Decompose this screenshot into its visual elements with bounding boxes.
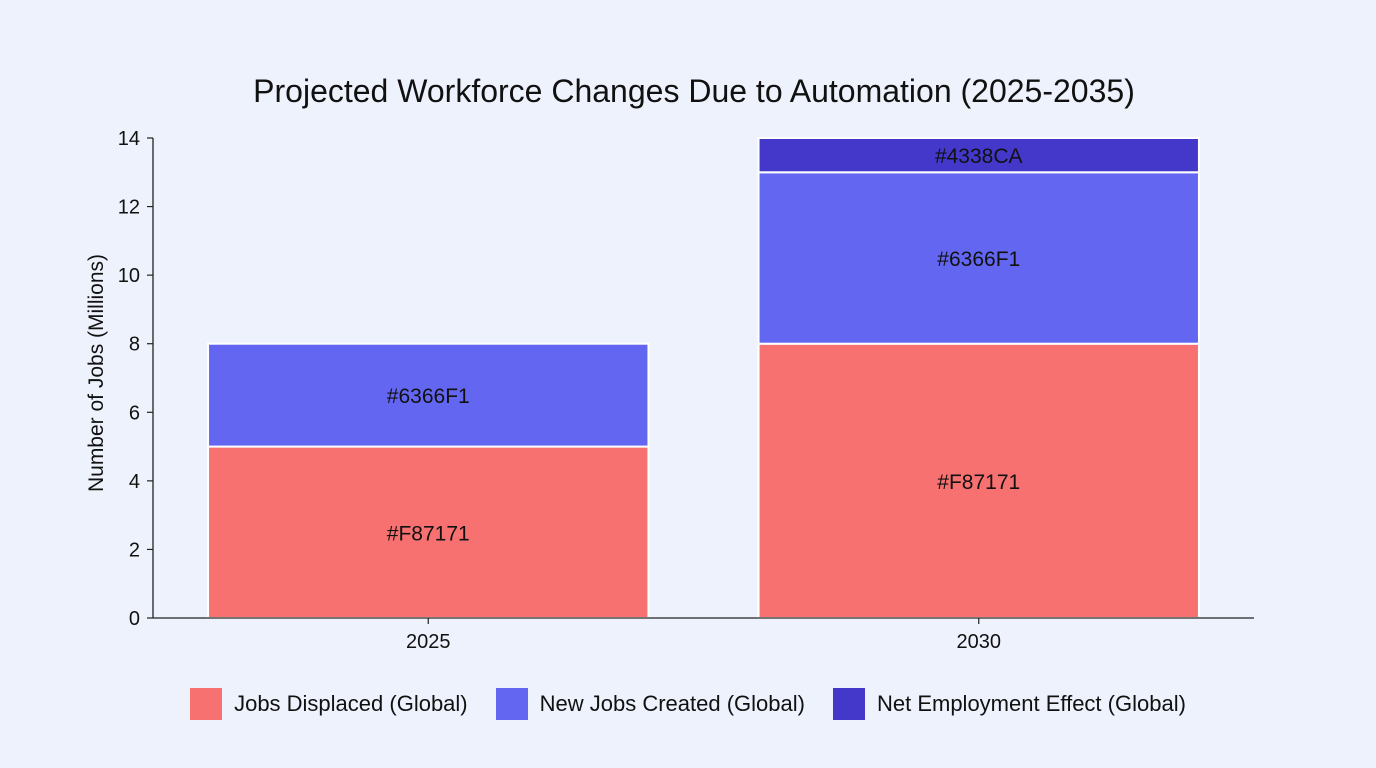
legend-label: Jobs Displaced (Global) (234, 691, 468, 716)
legend: Jobs Displaced (Global) New Jobs Created … (0, 688, 1376, 720)
bar-segment (207, 342, 650, 448)
bar-segment-label: #F87171 (937, 471, 1020, 494)
y-tick-label: 10 (118, 265, 140, 287)
bar-segment-label: #F87171 (387, 522, 470, 545)
x-axis-ticks: 2025 2030 (406, 618, 1001, 653)
bar-segment (757, 342, 1200, 619)
legend-label: Net Employment Effect (Global) (876, 691, 1186, 716)
legend-item: Jobs Displaced (Global) (190, 688, 468, 720)
bar-segment (207, 445, 650, 620)
bar-segment-label: #6366F1 (937, 248, 1020, 271)
x-tick-label: 2030 (957, 631, 1002, 653)
y-tick-label: 2 (129, 539, 140, 561)
bar-segment-label: #4338CA (935, 145, 1023, 168)
bar-segment (757, 171, 1200, 345)
y-tick-label: 6 (129, 402, 140, 424)
legend-swatch (190, 688, 223, 720)
y-tick-label: 8 (129, 334, 140, 356)
bar-segment-label: #6366F1 (387, 385, 470, 408)
y-tick-label: 0 (129, 608, 140, 630)
stacked-bar-chart: Projected Workforce Changes Due to Autom… (85, 73, 1254, 653)
bars: #F87171 #6366F1 #F87171 #6366F1 #4338CA (207, 137, 1200, 620)
bar-segment (757, 137, 1200, 174)
x-tick-label: 2025 (406, 631, 451, 653)
legend-item: Net Employment Effect (Global) (832, 688, 1186, 720)
y-tick-label: 12 (118, 197, 140, 219)
legend-label: New Jobs Created (Global) (539, 691, 805, 716)
y-axis-ticks: 0 2 4 6 8 10 12 14 (118, 128, 153, 630)
legend-swatch (495, 688, 528, 720)
y-axis-label: Number of Jobs (Millions) (85, 254, 108, 492)
legend-item: New Jobs Created (Global) (495, 688, 805, 720)
y-tick-label: 4 (129, 471, 140, 493)
y-tick-label: 14 (118, 128, 140, 150)
legend-swatch (832, 688, 865, 720)
chart-title: Projected Workforce Changes Due to Autom… (253, 73, 1135, 109)
